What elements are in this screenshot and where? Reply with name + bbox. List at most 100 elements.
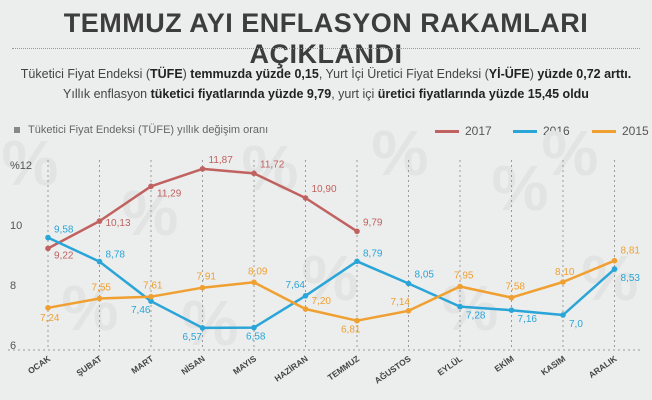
legend-item-2017: 2017: [435, 124, 492, 138]
data-label-2016: 7,0: [569, 319, 583, 330]
y-tick-label: 10: [10, 220, 22, 232]
percent-icon: %: [372, 117, 429, 189]
data-point-2016: [508, 307, 515, 314]
legend-item-2015: 2015: [592, 124, 649, 138]
legend-item-2016: 2016: [513, 124, 570, 138]
data-label-2015: 7,55: [92, 283, 112, 294]
subtitle-line-1-segment: Yİ-ÜFE: [488, 67, 530, 81]
data-point-2016: [560, 312, 566, 318]
x-tick-label: ARALIK: [587, 353, 620, 380]
data-label-2016: 7,46: [131, 305, 151, 316]
subtitle-line-1-segment: ): [182, 67, 191, 81]
x-tick-label: EKİM: [493, 353, 516, 373]
subtitle-line-1-segment: yüzde 0,72 arttı.: [537, 67, 632, 81]
data-point-2015: [302, 306, 309, 312]
data-label-2015: 7,95: [454, 271, 474, 282]
data-point-2016: [611, 266, 618, 272]
bullet-square-icon: [14, 127, 20, 134]
data-label-2015: 7,24: [40, 313, 60, 324]
data-label-2016: 7,28: [466, 311, 486, 322]
percent-icon: %: [492, 152, 549, 224]
data-label-2017: 9,79: [363, 217, 383, 228]
subtitle-line-2-segment: üretici fiyatlarında yüzde 15,45 oldu: [377, 87, 589, 101]
chart-title-text: Tüketici Fiyat Endeksi (TÜFE) yıllık değ…: [28, 124, 269, 136]
data-point-2016: [148, 298, 154, 305]
series-line-2015: [47, 259, 615, 322]
data-point-2016: [251, 324, 257, 331]
subtitle-line-1-segment: ): [529, 67, 538, 81]
data-label-2016: 8,05: [415, 270, 435, 281]
data-point-2017: [354, 228, 360, 235]
percent-icon: %: [122, 177, 179, 249]
data-point-2016: [199, 325, 206, 331]
legend-label: 2016: [543, 124, 570, 138]
subtitle-line-2-segment: Yıllık enflasyon: [63, 87, 151, 101]
data-point-2015: [560, 279, 566, 285]
data-label-2017: 9,22: [54, 250, 74, 261]
data-point-2017: [199, 166, 206, 172]
data-point-2015: [508, 294, 515, 301]
data-label-2017: 10,13: [106, 218, 131, 229]
legend-label: 2015: [622, 124, 649, 138]
data-label-2015: 8,09: [248, 266, 268, 277]
percent-icon: %: [182, 287, 239, 359]
data-label-2016: 8,79: [363, 248, 383, 259]
data-label-2015: 7,58: [506, 282, 526, 293]
title-divider: [12, 48, 640, 49]
data-label-2015: 7,61: [143, 281, 163, 292]
x-tick-label: ŞUBAT: [74, 353, 104, 378]
x-tick-label: EYLÜL: [436, 353, 465, 377]
x-tick-label: MART: [129, 353, 156, 376]
subtitle-line-2-segment: , yurt içi: [331, 87, 378, 101]
data-point-2017: [45, 245, 51, 252]
percent-icon: %: [2, 127, 59, 199]
data-point-2015: [251, 279, 257, 286]
subtitle-line-2: Yıllık enflasyon tüketici fiyatlarında y…: [0, 87, 652, 101]
data-point-2017: [251, 170, 257, 177]
legend-swatch: [435, 130, 459, 134]
x-tick-label: OCAK: [26, 353, 53, 376]
data-label-2017: 11,29: [157, 188, 182, 199]
data-label-2016: 8,78: [106, 250, 126, 261]
page-title: TEMMUZ AYI ENFLASYON RAKAMLARI AÇIKLANDI: [63, 8, 589, 69]
data-label-2016: 6,57: [183, 332, 203, 343]
data-label-2017: 11,72: [260, 159, 285, 170]
data-point-2015: [148, 293, 154, 300]
y-tick-label: %12: [10, 160, 32, 172]
data-point-2017: [148, 183, 154, 190]
data-label-2016: 9,58: [54, 225, 74, 236]
data-point-2015: [611, 257, 618, 264]
data-point-2015: [457, 283, 463, 290]
subtitle-line-1-segment: Tüketici Fiyat Endeksi (: [20, 67, 151, 81]
subtitle-line-1: Tüketici Fiyat Endeksi (TÜFE) temmuzda y…: [0, 67, 652, 81]
legend-swatch: [592, 130, 616, 134]
data-label-2016: 8,53: [621, 273, 641, 284]
series-line-2016: [47, 236, 616, 330]
data-point-2016: [302, 293, 309, 299]
legend-swatch: [513, 130, 537, 134]
x-tick-label: KASIM: [539, 353, 567, 377]
percent-icon: %: [62, 272, 119, 344]
y-tick-label: 6: [10, 340, 16, 352]
subtitle-line-1-segment: TÜFE: [150, 67, 183, 81]
data-label-2015: 7,20: [312, 296, 332, 307]
percent-icon: %: [542, 117, 599, 189]
data-point-2016: [45, 234, 51, 241]
x-tick-label: TEMMUZ: [326, 353, 362, 382]
subtitle-line-1-segment: temmuzda yüzde 0,15: [190, 67, 319, 81]
chart-title: Tüketici Fiyat Endeksi (TÜFE) yıllık değ…: [14, 124, 268, 136]
data-label-2015: 7,91: [197, 272, 217, 283]
percent-icon: %: [242, 132, 299, 204]
data-point-2016: [354, 258, 360, 265]
data-label-2016: 7,16: [518, 314, 538, 325]
data-point-2015: [96, 295, 103, 302]
x-tick-label: HAZİRAN: [273, 353, 310, 383]
data-point-2015: [199, 284, 206, 291]
data-point-2015: [354, 317, 360, 324]
data-label-2017: 11,87: [209, 155, 234, 166]
y-tick-label: 8: [10, 280, 16, 292]
x-tick-label: AĞUSTOS: [372, 352, 413, 385]
data-point-2016: [96, 258, 103, 265]
data-point-2017: [302, 195, 309, 201]
